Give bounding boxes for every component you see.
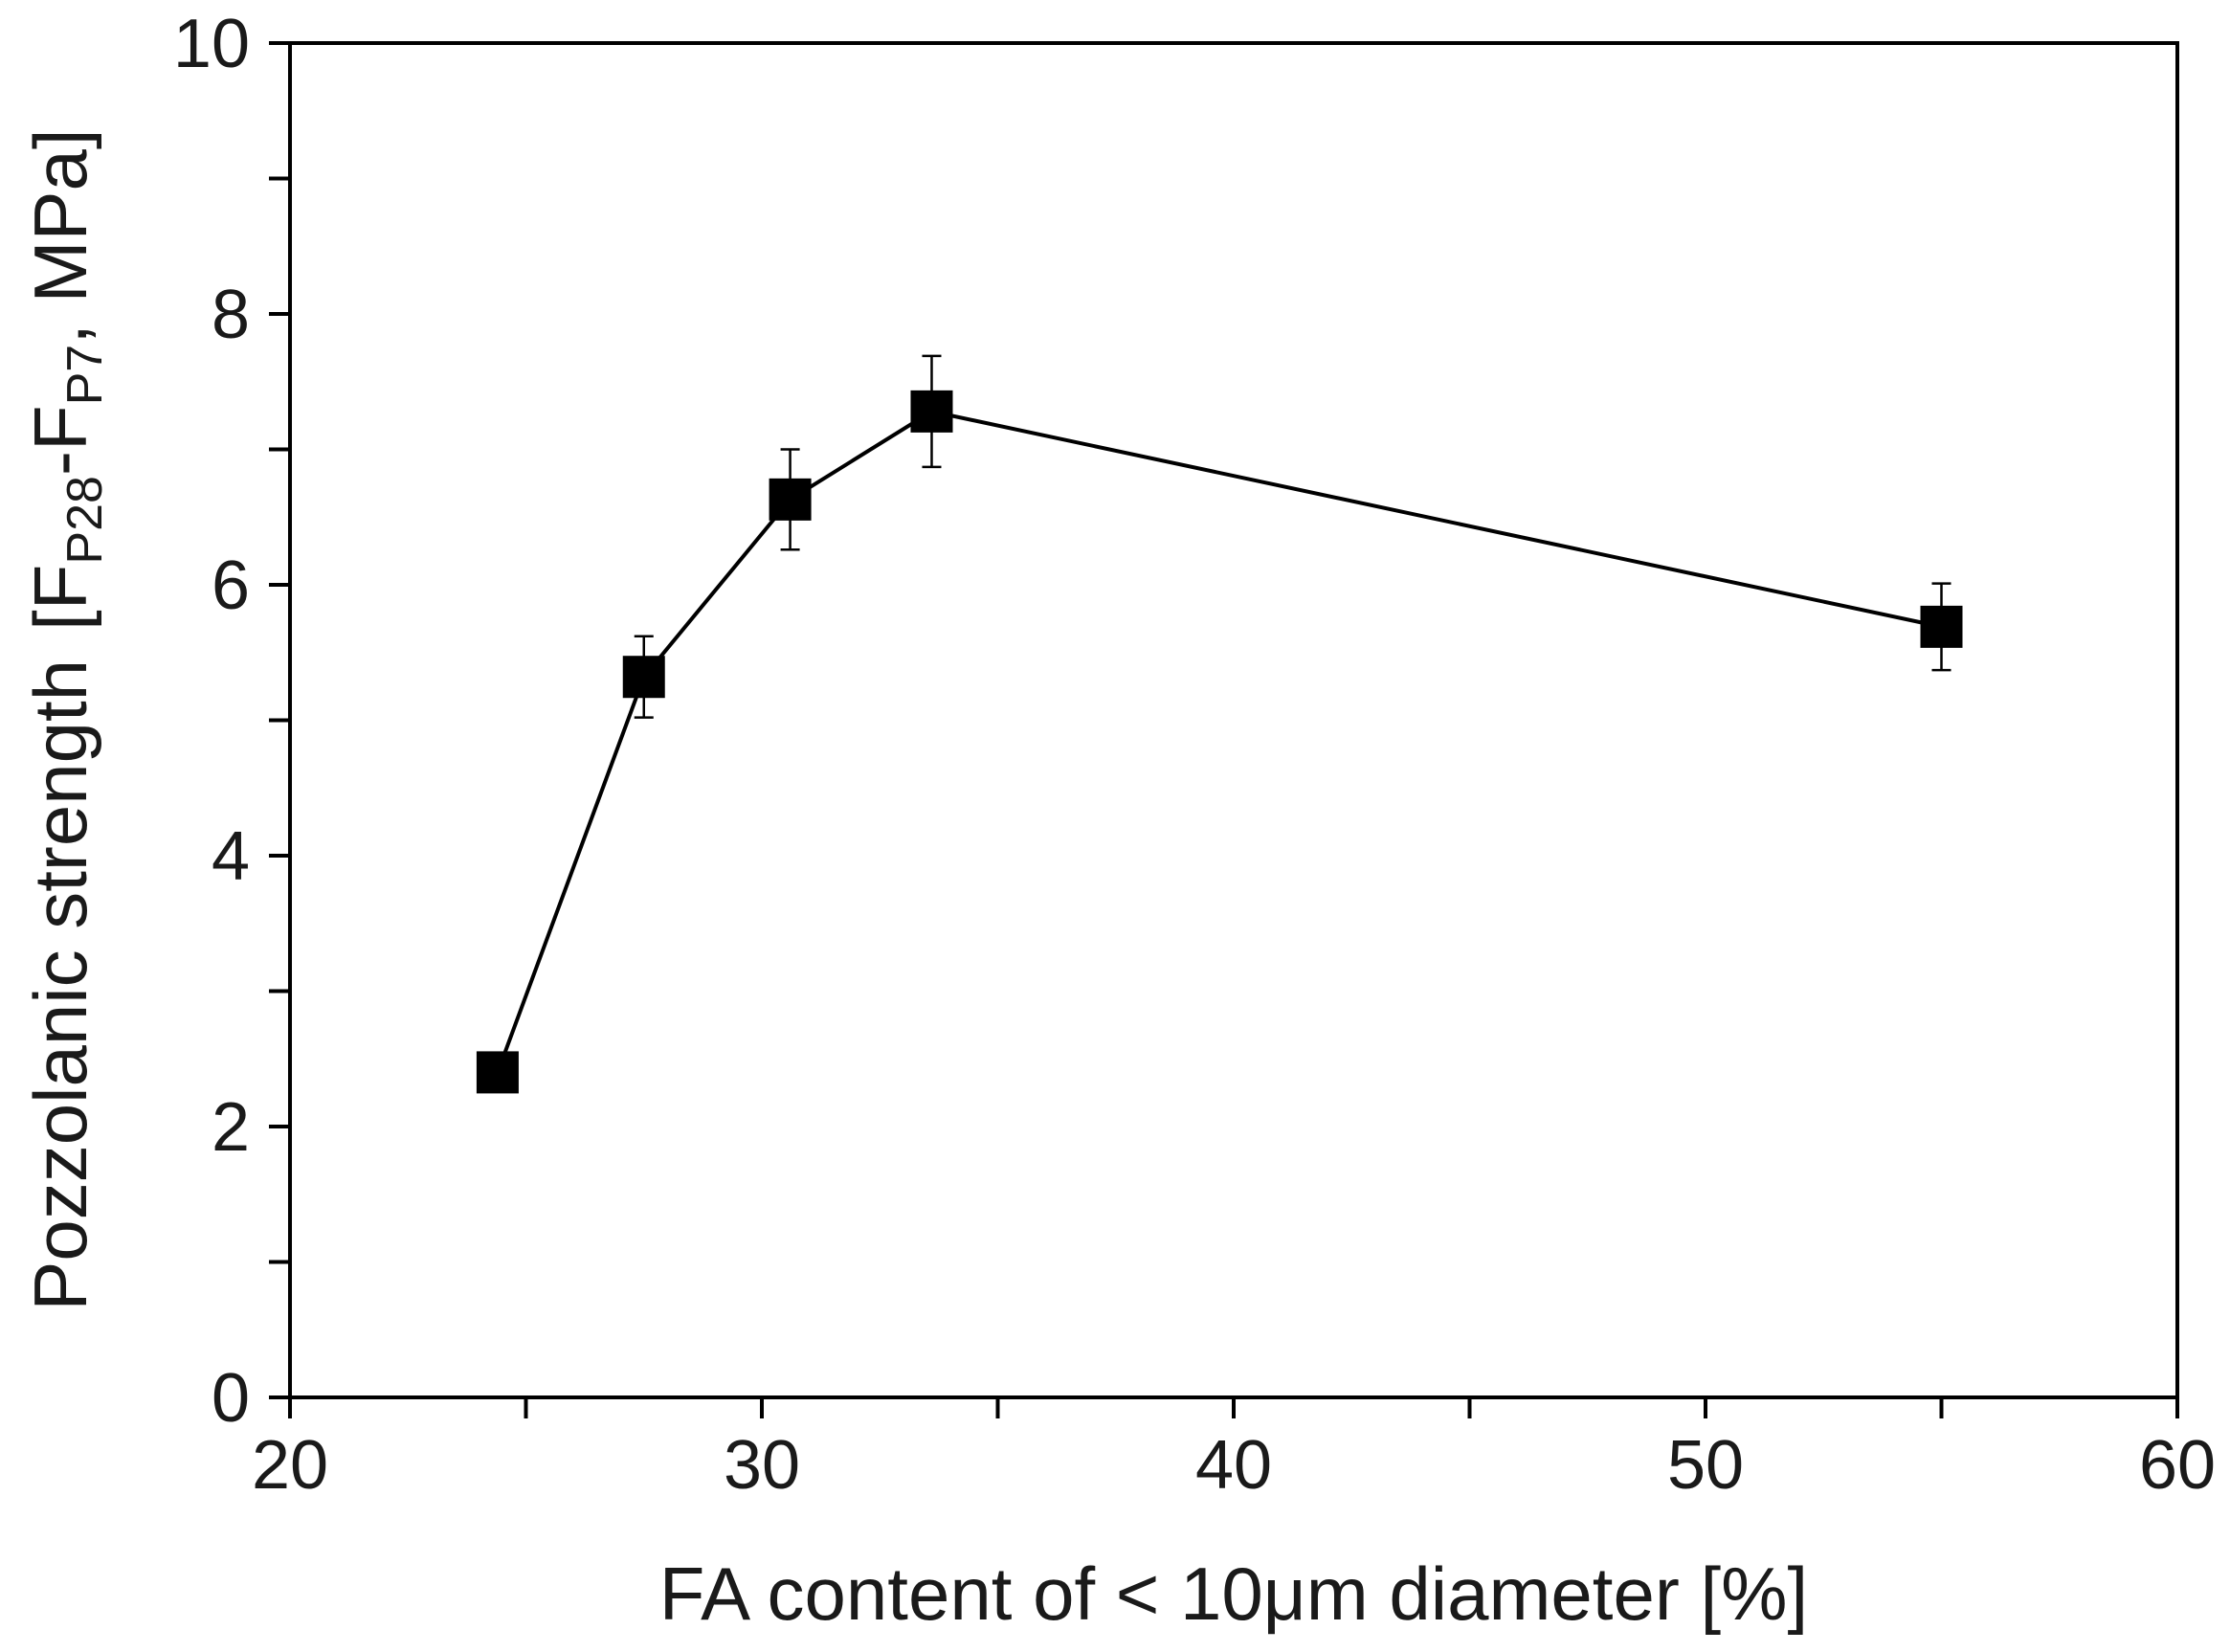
- x-tick-label: 40: [1195, 1427, 1272, 1504]
- y-axis-label-main: Pozzolanic strength: [18, 659, 102, 1311]
- y-tick-label: 8: [212, 277, 250, 353]
- data-point-marker: [1920, 605, 1963, 648]
- series: [476, 354, 1963, 1094]
- y-axis-label-bracket: [F: [18, 565, 102, 631]
- y-tick-label: 0: [212, 1360, 250, 1437]
- series-line: [496, 409, 1942, 1074]
- x-axis-ticks: 20 30 40 50 60: [252, 1397, 2216, 1504]
- x-tick-label: 50: [1667, 1427, 1744, 1504]
- data-point-marker: [622, 656, 665, 699]
- data-point-marker: [769, 478, 812, 521]
- y-tick-label: 10: [173, 6, 250, 82]
- x-tick-label: 60: [2139, 1427, 2216, 1504]
- plot-frame: [288, 41, 2179, 1399]
- data-point-marker: [476, 1051, 519, 1094]
- x-tick-label: 20: [252, 1427, 328, 1504]
- y-tick-label: 2: [212, 1089, 250, 1166]
- y-axis-label-dash: -F: [18, 405, 102, 476]
- y-axis-label-sub1: P28: [57, 476, 113, 565]
- y-axis-label: Pozzolanic strength [FP28-FP7, MPa]: [18, 128, 113, 1310]
- y-axis-label-sub2: P7: [57, 345, 113, 406]
- x-tick-label: 30: [724, 1427, 800, 1504]
- y-tick-label: 6: [212, 547, 250, 624]
- y-tick-label: 4: [212, 818, 250, 895]
- y-axis-ticks: 0 2 4 6 8 10: [173, 6, 290, 1437]
- x-axis-label: FA content of < 10μm diameter [%]: [659, 1552, 1808, 1636]
- data-point-marker: [910, 390, 953, 433]
- y-axis-label-rest: , MPa]: [18, 128, 102, 344]
